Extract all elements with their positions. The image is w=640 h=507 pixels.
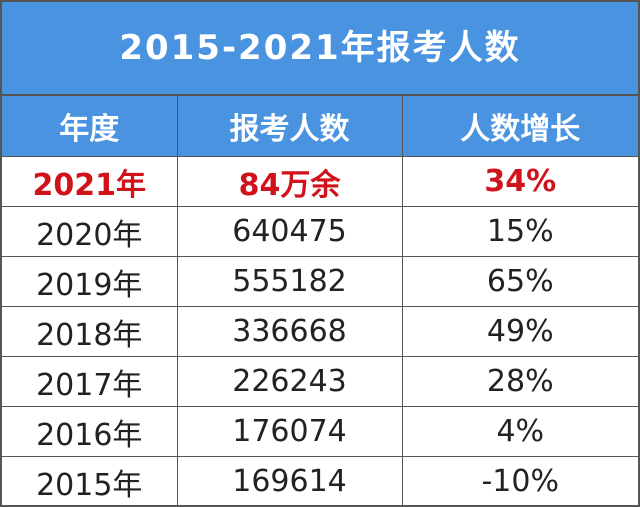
table-row: 2019年 555182 65% [2,256,638,307]
table-row: 2015年 169614 -10% [2,456,638,506]
table-title: 2015-2021年报考人数 [2,2,638,96]
table-cell: 640475 [176,206,403,257]
table-cell: 555182 [176,256,403,307]
table-cell: 2017年 [2,356,178,407]
table-row: 2018年 336668 49% [2,306,638,357]
table-cell: 28% [401,356,638,407]
table-cell: 2020年 [2,206,178,257]
table-cell: 2018年 [2,306,178,357]
table-cell: 84万余 [176,156,403,207]
data-table: 年度 报考人数 人数增长 2021年 84万余 34% 2020年 640475 15% 201… [2,96,638,506]
table-cell: 15% [401,206,638,257]
table-row: 2016年 176074 4% [2,406,638,457]
column-header: 报考人数 [176,96,403,157]
table-cell: 65% [401,256,638,307]
table-cell: 49% [401,306,638,357]
table-row: 2020年 640475 15% [2,206,638,257]
table-cell: 2021年 [2,156,178,207]
table-cell: 2019年 [2,256,178,307]
table-cell: 2016年 [2,406,178,457]
table-cell: 169614 [176,456,403,506]
table-cell: 176074 [176,406,403,457]
table-row: 2017年 226243 28% [2,356,638,407]
column-header: 年度 [2,96,178,157]
header-row: 年度 报考人数 人数增长 [2,96,638,157]
column-header: 人数增长 [401,96,638,157]
table-cell: 226243 [176,356,403,407]
table-cell: 2015年 [2,456,178,506]
table-cell: -10% [401,456,638,506]
table-cell: 4% [401,406,638,457]
table-cell: 336668 [176,306,403,357]
table-row: 2021年 84万余 34% [2,156,638,207]
table-cell: 34% [401,156,638,207]
